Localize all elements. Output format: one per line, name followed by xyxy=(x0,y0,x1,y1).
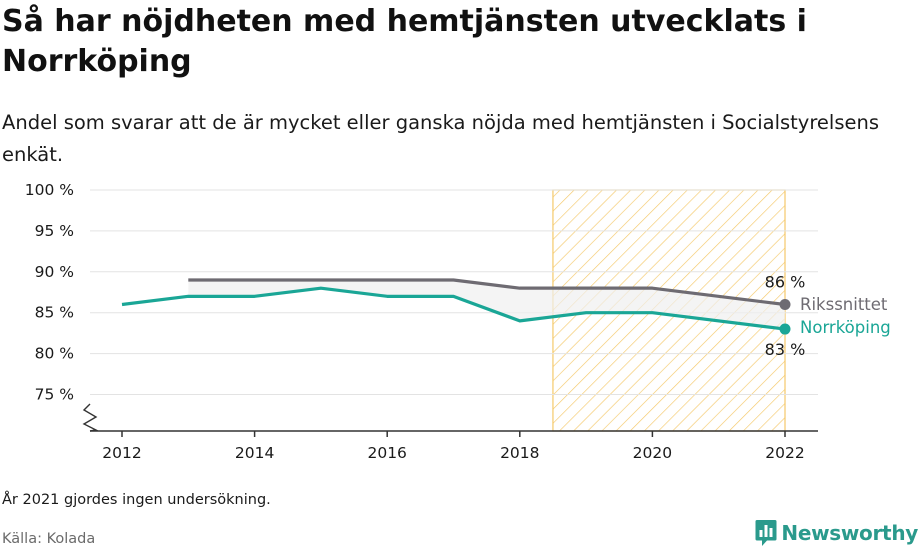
footnote: År 2021 gjordes ingen undersökning. xyxy=(2,492,271,508)
y-tick-label: 90 % xyxy=(35,263,74,281)
chart-subtitle: Andel som svarar att de är mycket eller … xyxy=(2,111,880,166)
y-tick-label: 85 % xyxy=(35,304,74,322)
x-tick-label: 2020 xyxy=(633,444,672,462)
brand-logo[interactable]: Newsworthy xyxy=(755,519,918,547)
y-tick-label: 95 % xyxy=(35,222,74,240)
x-tick-label: 2012 xyxy=(102,444,141,462)
series-end-marker xyxy=(779,323,791,335)
newsworthy-logo-icon xyxy=(755,520,777,546)
y-tick-label: 80 % xyxy=(35,345,74,363)
brand-name: Newsworthy xyxy=(781,521,918,545)
series-end-marker xyxy=(779,299,791,311)
x-tick-label: 2022 xyxy=(765,444,804,462)
source-label: Källa: Kolada xyxy=(2,531,96,547)
zigzag-break-icon xyxy=(82,403,99,432)
x-tick-label: 2016 xyxy=(367,444,406,462)
gap-area xyxy=(188,279,786,330)
y-tick-label: 100 % xyxy=(25,181,74,199)
chart-title: Så har nöjdheten med hemtjänsten utveckl… xyxy=(2,4,807,79)
end-value-label: 83 % xyxy=(765,340,806,359)
y-tick-label: 75 % xyxy=(35,386,74,404)
series-line xyxy=(121,286,786,331)
end-value-label: 86 % xyxy=(765,273,806,292)
series-line xyxy=(188,278,786,307)
x-tick-label: 2014 xyxy=(235,444,274,462)
series-name-label: Norrköping xyxy=(800,318,891,337)
x-tick-label: 2018 xyxy=(500,444,539,462)
series-name-label: Rikssnittet xyxy=(800,295,888,314)
